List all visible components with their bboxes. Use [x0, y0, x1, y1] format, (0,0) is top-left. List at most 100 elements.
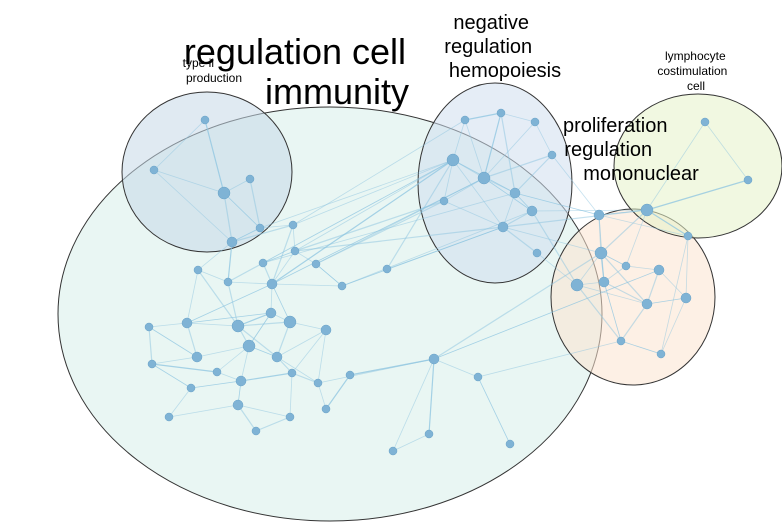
edge: [168, 404, 239, 418]
cluster-ellipses: [57, 82, 782, 522]
edge: [289, 372, 293, 418]
network-node: [288, 220, 298, 230]
edge: [271, 224, 294, 285]
edge: [216, 345, 250, 373]
edge: [660, 297, 687, 355]
network-node: [683, 231, 693, 241]
edge: [646, 269, 660, 305]
network-node: [424, 429, 434, 439]
network-node: [530, 117, 540, 127]
edge: [598, 214, 689, 237]
edge: [292, 119, 466, 226]
edge: [536, 252, 578, 286]
edge: [531, 209, 648, 212]
edge: [392, 358, 435, 452]
edge: [262, 250, 296, 264]
edge: [386, 159, 454, 270]
edge: [551, 154, 600, 216]
edge: [223, 192, 233, 243]
network-node: [287, 368, 297, 378]
edge: [428, 358, 435, 435]
network-node: [388, 446, 398, 456]
network-node: [231, 319, 245, 333]
edge: [240, 372, 293, 382]
network-node: [616, 336, 626, 346]
network-node: [641, 298, 653, 310]
edge: [433, 269, 660, 360]
edge: [276, 329, 327, 358]
edge: [658, 269, 687, 299]
edge: [294, 159, 454, 252]
edge: [685, 235, 689, 299]
network-node: [223, 277, 233, 287]
edge: [151, 363, 218, 373]
edge: [153, 169, 233, 243]
edge: [259, 159, 454, 229]
edge: [276, 356, 319, 384]
edge: [291, 329, 327, 374]
network-node: [337, 281, 347, 291]
network-nodes: [144, 108, 753, 456]
edge: [315, 263, 343, 287]
network-node: [144, 322, 154, 332]
edge: [249, 178, 261, 229]
cluster-label-hemopoiesis: negative regulation hemopoiesis: [444, 12, 561, 82]
edge: [534, 121, 553, 156]
edge: [576, 252, 602, 286]
network-node: [382, 264, 392, 274]
edge: [603, 281, 648, 305]
edge: [291, 372, 319, 384]
network-node: [700, 117, 710, 127]
cluster-labels: regulation cell immunity type ii product…: [183, 12, 728, 185]
network-node: [460, 115, 470, 125]
edge: [196, 345, 250, 358]
edge: [433, 358, 479, 378]
edge: [148, 322, 188, 328]
network-node: [290, 246, 300, 256]
edge: [262, 192, 516, 264]
edge: [500, 112, 516, 194]
network-node: [345, 370, 355, 380]
cluster-type-ii-ellipse: [121, 91, 293, 253]
edge: [646, 297, 687, 305]
edge: [317, 382, 327, 410]
edge: [646, 179, 749, 211]
edge: [237, 404, 257, 432]
cluster-lymphocyte-ellipse: [613, 93, 782, 239]
network-node: [311, 259, 321, 269]
network-node: [505, 439, 515, 449]
edge: [271, 283, 291, 323]
cluster-label-mononuclear: proliferation regulation mononuclear: [563, 115, 699, 185]
edge: [646, 209, 689, 237]
network-node: [266, 278, 278, 290]
edge: [294, 226, 504, 252]
network-node: [255, 223, 265, 233]
edge: [315, 177, 485, 265]
edge: [514, 154, 553, 194]
edge: [262, 159, 454, 264]
edge: [223, 192, 261, 229]
edge: [271, 159, 454, 285]
edge: [452, 159, 504, 228]
edge: [349, 358, 435, 376]
edge: [646, 121, 706, 211]
edge: [294, 200, 445, 252]
edge: [317, 329, 327, 384]
edge: [660, 235, 689, 355]
network-node: [547, 150, 557, 160]
edge: [704, 121, 749, 181]
edge: [151, 356, 198, 365]
network-node: [320, 324, 332, 336]
edge: [502, 226, 538, 254]
network-node: [640, 203, 654, 217]
cluster-label-type-ii: type ii production: [183, 56, 242, 85]
network-node: [526, 205, 538, 217]
edge: [433, 252, 602, 360]
cluster-label-immunity: regulation cell immunity: [184, 31, 416, 112]
edge: [531, 210, 578, 286]
edge: [443, 200, 504, 228]
edge: [197, 269, 229, 283]
edge: [186, 322, 239, 327]
edge: [392, 433, 430, 452]
network-node: [186, 383, 196, 393]
